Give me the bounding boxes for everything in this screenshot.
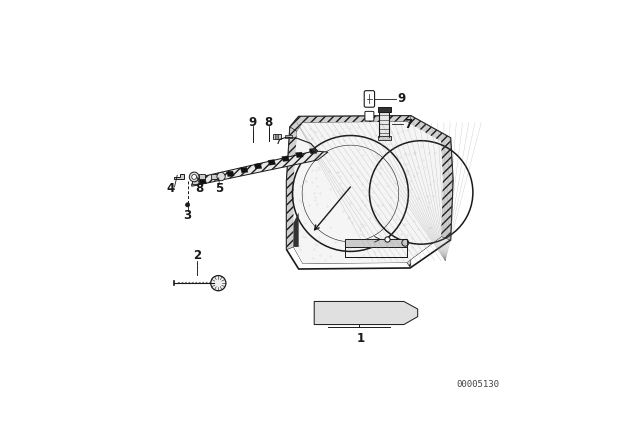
- Bar: [199, 174, 205, 179]
- Polygon shape: [287, 127, 297, 250]
- Text: 3: 3: [184, 209, 191, 222]
- FancyBboxPatch shape: [365, 112, 374, 121]
- Polygon shape: [294, 212, 299, 247]
- Bar: [378, 107, 391, 112]
- Text: 1: 1: [356, 332, 365, 345]
- Text: 8: 8: [264, 116, 273, 129]
- Polygon shape: [294, 122, 443, 263]
- Polygon shape: [290, 116, 451, 142]
- Circle shape: [217, 172, 225, 181]
- Polygon shape: [192, 151, 328, 186]
- Circle shape: [211, 276, 226, 291]
- Polygon shape: [282, 156, 289, 161]
- Polygon shape: [241, 167, 248, 173]
- Circle shape: [186, 203, 189, 207]
- Polygon shape: [175, 174, 184, 179]
- Bar: [285, 135, 292, 138]
- Polygon shape: [296, 152, 303, 158]
- Text: 8: 8: [196, 182, 204, 195]
- Text: 9: 9: [249, 116, 257, 129]
- FancyBboxPatch shape: [364, 90, 374, 107]
- Polygon shape: [309, 148, 317, 154]
- Text: 4: 4: [166, 182, 175, 195]
- Text: 00005130: 00005130: [456, 380, 500, 389]
- Polygon shape: [314, 302, 418, 324]
- Text: 7: 7: [404, 118, 412, 131]
- Text: 9: 9: [397, 92, 405, 105]
- Bar: [275, 134, 278, 139]
- Bar: [273, 134, 282, 139]
- Polygon shape: [212, 175, 220, 181]
- Bar: [344, 239, 407, 247]
- Text: 2: 2: [193, 249, 201, 262]
- Text: 5: 5: [215, 182, 223, 195]
- Polygon shape: [227, 171, 234, 177]
- Circle shape: [189, 172, 199, 182]
- Bar: [211, 174, 217, 179]
- Polygon shape: [268, 159, 276, 165]
- Circle shape: [192, 174, 196, 179]
- Polygon shape: [254, 164, 262, 169]
- Polygon shape: [199, 179, 207, 184]
- Bar: [192, 178, 199, 184]
- Bar: [378, 136, 391, 140]
- Bar: [379, 112, 389, 137]
- Polygon shape: [406, 116, 453, 268]
